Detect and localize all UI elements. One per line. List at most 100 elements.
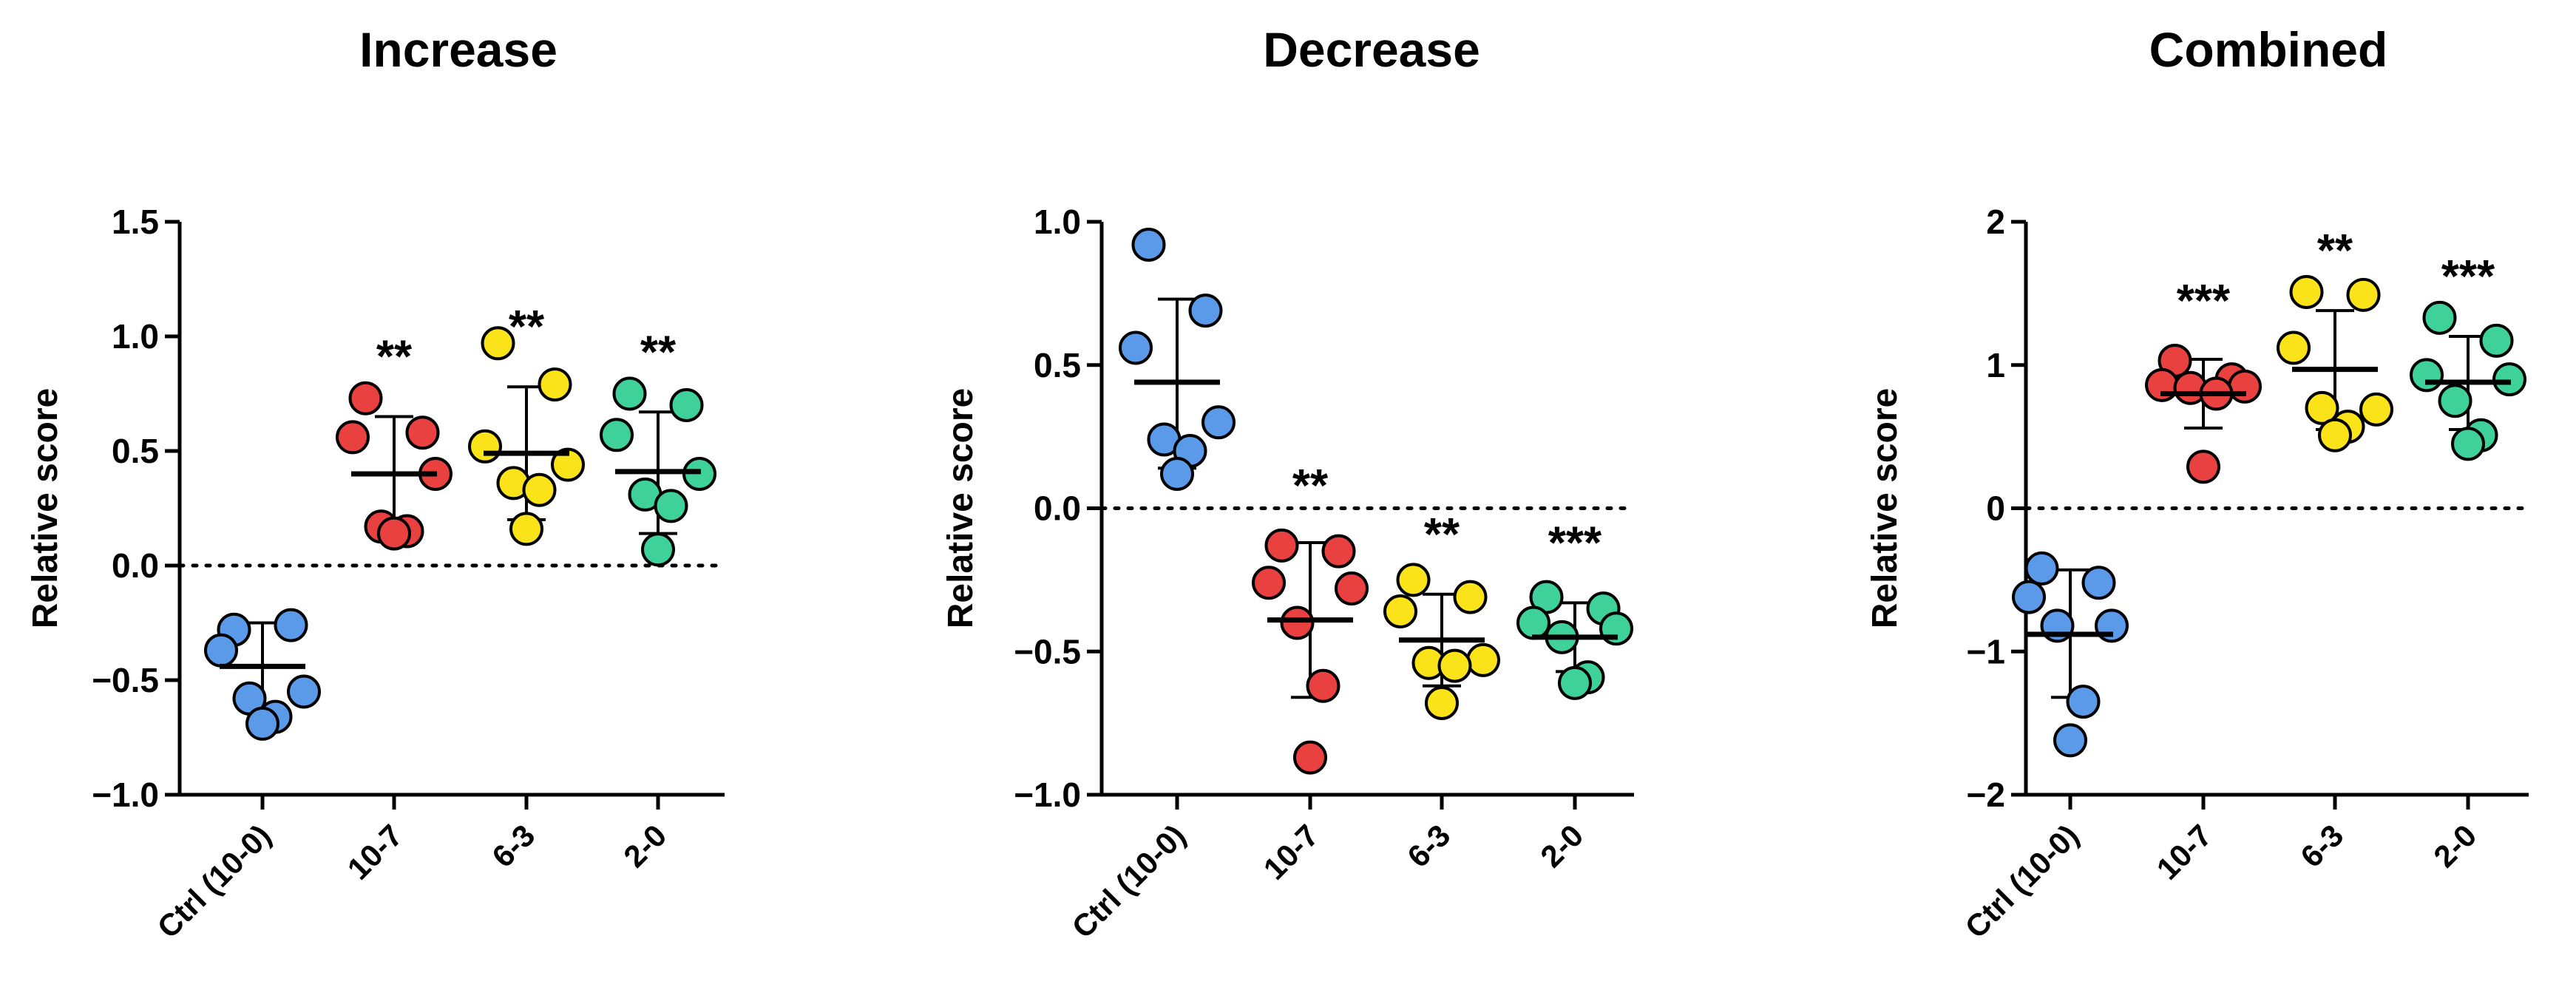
data-point: [1321, 534, 1356, 569]
data-point: [2024, 551, 2059, 586]
y-tick-label: 1.0: [1034, 203, 1081, 241]
chart-title: Increase: [359, 22, 557, 77]
significance-label: **: [2317, 225, 2353, 276]
x-tick-label: 6-3: [2294, 818, 2350, 874]
data-point: [2438, 384, 2472, 418]
data-point: [1335, 571, 1369, 605]
significance-label: ***: [2177, 276, 2231, 327]
data-point: [2228, 369, 2262, 404]
data-point: [1188, 293, 1223, 328]
data-point: [2081, 566, 2116, 600]
chart-title: Combined: [2149, 22, 2388, 77]
data-point: [1516, 605, 1550, 640]
data-point: [1280, 605, 1315, 640]
data-point: [551, 447, 585, 482]
x-tick-label: Ctrl (10-0): [1959, 818, 2086, 945]
significance-label: **: [376, 332, 413, 383]
data-group-3: **: [1383, 509, 1500, 720]
data-point: [2422, 300, 2457, 335]
data-point: [2318, 418, 2352, 452]
data-point: [2012, 580, 2046, 614]
x-tick-label: Ctrl (10-0): [1065, 818, 1193, 945]
x-tick-label: 2-0: [1533, 818, 1590, 874]
y-tick-label: 0.0: [1034, 489, 1081, 528]
data-point: [538, 367, 572, 402]
x-tick-label: 10-7: [341, 818, 410, 886]
data-point: [522, 472, 557, 507]
data-point: [2277, 330, 2311, 365]
data-point: [1396, 563, 1431, 597]
x-tick-label: Ctrl (10-0): [151, 818, 278, 945]
data-point: [2305, 390, 2339, 425]
data-group-1: [204, 608, 321, 741]
data-point: [1437, 648, 1472, 683]
data-group-4: ***: [2410, 251, 2526, 461]
y-tick-label: −1.0: [92, 776, 159, 814]
data-point: [245, 706, 279, 741]
data-point: [287, 674, 321, 709]
chart-panel-3: Combined Relative score −2 −1 0 1 2 Ctrl (10-0)…: [1865, 22, 2531, 945]
data-group-2: **: [336, 332, 453, 551]
x-tick-label: 2-0: [617, 818, 673, 874]
data-point: [600, 418, 634, 452]
data-point: [669, 388, 704, 422]
data-group-3: **: [468, 302, 585, 546]
y-tick-label: 1: [1986, 346, 2005, 384]
data-point: [336, 420, 370, 455]
chart-panel-1: Increase Relative score −1.0 −0.5 0.0 0.5 1.0 1…: [26, 22, 727, 945]
y-axis-label: Relative score: [1865, 388, 1905, 629]
data-group-4: **: [600, 327, 716, 567]
data-group-3: **: [2277, 225, 2393, 452]
data-group-1: [2012, 551, 2129, 758]
data-point: [405, 415, 440, 450]
data-group-2: **: [1252, 461, 1369, 775]
chart-title: Decrease: [1263, 22, 1480, 77]
y-tick-label: 1.0: [112, 317, 159, 356]
significance-label: **: [1292, 461, 1329, 512]
data-point: [1425, 686, 1459, 720]
data-point: [654, 489, 688, 523]
data-point: [2066, 685, 2101, 719]
data-point: [1119, 330, 1153, 365]
data-point: [1264, 528, 1299, 563]
data-point: [509, 512, 543, 546]
significance-label: **: [509, 302, 545, 353]
data-point: [1453, 580, 1488, 614]
y-tick-label: 0.5: [1034, 346, 1081, 384]
y-tick-label: −1: [1967, 632, 2005, 671]
data-group-2: ***: [2145, 276, 2262, 484]
y-tick-label: 0.5: [112, 432, 159, 470]
data-point: [1201, 405, 1236, 440]
data-point: [2053, 723, 2087, 758]
chart-panel-2: Decrease Relative score −1.0 −0.5 0.0 0.5 1.0 C…: [941, 22, 1636, 945]
y-tick-label: 0.0: [112, 546, 159, 585]
data-point: [1160, 457, 1194, 491]
y-axis-label: Relative score: [941, 388, 980, 629]
data-point: [468, 429, 502, 464]
data-point: [2186, 449, 2220, 484]
data-point: [1383, 594, 1417, 628]
y-tick-label: −0.5: [1014, 632, 1081, 671]
data-group-4: ***: [1516, 518, 1633, 700]
data-point: [348, 381, 383, 415]
data-point: [1466, 642, 1500, 677]
significance-label: **: [1424, 509, 1460, 560]
y-tick-label: 2: [1986, 203, 2005, 241]
significance-label: **: [640, 327, 677, 378]
data-point: [641, 532, 675, 567]
data-point: [481, 326, 515, 361]
x-tick-label: 2-0: [2427, 818, 2483, 874]
significance-label: ***: [1548, 518, 1602, 569]
y-tick-label: −1.0: [1014, 776, 1081, 814]
data-point: [2479, 323, 2514, 358]
y-tick-label: 0: [1986, 489, 2005, 528]
data-point: [2451, 427, 2485, 461]
significance-label: ***: [2441, 251, 2495, 302]
data-point: [2359, 392, 2393, 427]
data-point: [1558, 665, 1592, 700]
y-axis-label: Relative score: [26, 388, 65, 629]
x-tick-label: 6-3: [485, 818, 541, 874]
data-point: [1252, 566, 1286, 600]
x-tick-label: 10-7: [2150, 818, 2219, 886]
